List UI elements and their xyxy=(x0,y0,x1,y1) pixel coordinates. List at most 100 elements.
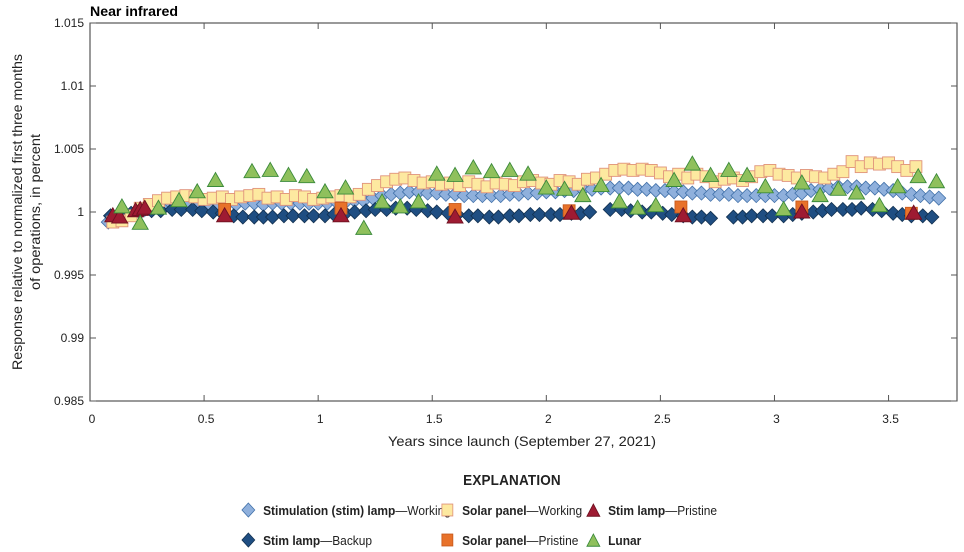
chart: Near infrared 0 0.5 1 1.5 2 2.5 3 3.50.9850.990… xyxy=(9,3,958,449)
data-point xyxy=(904,204,923,220)
data-point xyxy=(428,165,446,181)
data-point xyxy=(811,186,829,203)
data-point xyxy=(701,166,720,182)
data-point xyxy=(336,179,355,195)
data-point xyxy=(639,181,655,197)
data-point xyxy=(665,171,683,187)
data-point xyxy=(501,161,519,177)
x-tick-label: 1.5 xyxy=(426,412,443,426)
y-axis-label-line-2: of operations, in percent xyxy=(27,134,43,290)
x-axis-label: Years since launch (September 27, 2021) xyxy=(388,433,656,449)
series-stim-lamp-pristine xyxy=(104,199,923,224)
y-tick-label: 1 xyxy=(77,205,84,219)
legend-entry: Stimulation (stim) lamp —Working xyxy=(241,502,451,518)
data-point xyxy=(574,186,592,203)
data-point xyxy=(693,185,710,201)
data-point xyxy=(774,200,793,216)
data-point xyxy=(537,179,556,195)
y-tick-label: 0.985 xyxy=(54,394,84,408)
legend-label-qualifier: —Working xyxy=(395,502,451,518)
data-point xyxy=(876,181,892,197)
data-point xyxy=(924,209,940,225)
legend-title: EXPLANATION xyxy=(463,472,561,489)
data-point xyxy=(215,206,234,223)
x-tick-label: 3 xyxy=(773,412,780,426)
plot-markers xyxy=(100,155,947,235)
y-axis-label-line-1: Response relative to normalized first th… xyxy=(9,54,25,370)
data-point xyxy=(188,182,207,199)
data-point xyxy=(243,162,261,179)
x-tick-label: 0.5 xyxy=(198,412,215,426)
data-point xyxy=(888,177,907,194)
legend-label-bold: Lunar xyxy=(608,532,642,548)
legend-entry: Solar panel —Working xyxy=(440,502,582,518)
data-point xyxy=(744,208,760,224)
y-tick-label: 1.01 xyxy=(61,79,85,93)
diamond-marker-icon xyxy=(241,532,256,548)
data-point xyxy=(464,158,483,175)
data-point xyxy=(836,165,850,179)
data-point xyxy=(592,176,610,192)
data-point xyxy=(316,182,334,199)
legend-entry: Solar panel —Pristine xyxy=(440,532,578,548)
data-point xyxy=(620,180,637,196)
x-tick-label: 1 xyxy=(317,412,324,426)
legend-label-bold: Solar panel xyxy=(462,532,527,548)
data-point xyxy=(235,209,251,225)
data-point xyxy=(206,171,225,187)
data-point xyxy=(391,198,410,214)
data-point xyxy=(738,166,756,182)
legend-label-qualifier: —Working xyxy=(526,502,583,518)
x-tick-label: 3.5 xyxy=(882,412,899,426)
data-point xyxy=(721,186,737,202)
data-point xyxy=(693,209,710,225)
data-point xyxy=(261,161,280,177)
triangle-marker-icon xyxy=(586,503,601,517)
data-point xyxy=(867,180,883,196)
data-point xyxy=(519,165,537,181)
legend-label-bold: Stim lamp xyxy=(608,502,666,518)
square-marker-icon xyxy=(441,503,454,517)
y-tick-label: 0.99 xyxy=(61,331,85,345)
data-point xyxy=(922,189,938,205)
data-point xyxy=(511,208,527,224)
x-tick-label: 2.5 xyxy=(654,412,671,426)
data-point xyxy=(847,184,866,200)
data-point xyxy=(703,210,719,226)
y-tick-label: 0.995 xyxy=(54,268,84,282)
data-point xyxy=(170,191,188,208)
data-point xyxy=(909,160,923,174)
legend-label-bold: Stimulation (stim) lamp xyxy=(263,502,396,518)
x-tick-label: 0 xyxy=(89,412,96,426)
data-point xyxy=(185,201,201,218)
data-point xyxy=(823,201,840,218)
y-tick-label: 1.015 xyxy=(54,16,84,30)
data-point xyxy=(720,161,738,177)
data-point xyxy=(373,193,391,209)
data-point xyxy=(429,204,445,220)
legend-label-bold: Stim lamp xyxy=(263,532,321,548)
diamond-marker-icon xyxy=(241,502,256,518)
data-point xyxy=(131,214,149,230)
data-point xyxy=(264,209,281,225)
data-point xyxy=(756,177,775,194)
data-point xyxy=(931,190,947,206)
chart-title: Near infrared xyxy=(90,3,178,19)
data-point xyxy=(446,166,464,182)
data-point xyxy=(793,174,811,190)
legend-label-qualifier: —Pristine xyxy=(526,532,579,548)
data-point xyxy=(409,193,428,209)
data-point xyxy=(912,188,929,204)
data-point xyxy=(683,155,702,171)
data-point xyxy=(205,204,221,220)
data-point xyxy=(853,200,869,216)
data-point xyxy=(279,166,298,182)
data-point xyxy=(332,206,350,223)
data-point xyxy=(793,203,811,219)
square-marker-icon xyxy=(441,533,454,547)
legend-label-bold: Solar panel xyxy=(462,502,527,518)
axis-ticks: 0 0.5 1 1.5 2 2.5 3 3.5 0.985 0.99 0.995 1 1.005 1.01… xyxy=(54,16,957,426)
data-point xyxy=(829,180,848,196)
legend-entry: Stim lamp —Pristine xyxy=(586,502,717,518)
data-point xyxy=(562,204,581,220)
